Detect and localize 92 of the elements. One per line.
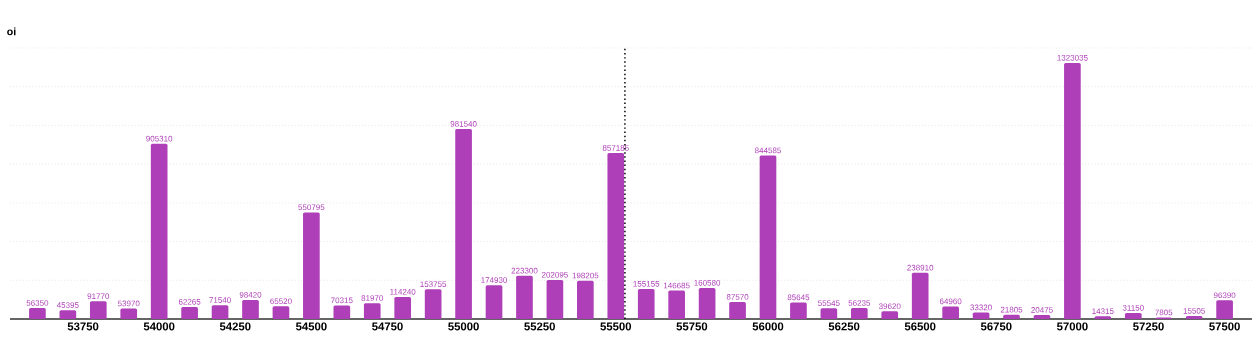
x-tick-label: 55250 [524, 322, 555, 331]
data-label: 21805 [1000, 306, 1023, 313]
bar [242, 299, 259, 319]
bar [485, 285, 503, 319]
bar [272, 306, 290, 319]
data-label: 64960 [939, 298, 962, 305]
bar [1064, 62, 1081, 319]
bar [668, 290, 685, 319]
bar [150, 143, 168, 319]
x-tick-label: 54750 [372, 322, 403, 331]
bar [911, 272, 929, 319]
x-tick-label: 57250 [1133, 322, 1164, 331]
bar [942, 306, 959, 319]
data-label: 96390 [1213, 292, 1236, 299]
bar [363, 303, 381, 319]
data-label: 33320 [970, 304, 992, 311]
data-label: 31150 [1122, 305, 1144, 311]
x-tick-label: 57500 [1209, 322, 1240, 331]
x-tick-label: 54500 [295, 322, 327, 331]
data-label: 174930 [481, 277, 508, 283]
bar [759, 155, 777, 319]
data-label: 85645 [787, 294, 810, 301]
bar [120, 308, 138, 319]
bar [698, 287, 716, 319]
data-label: 146685 [663, 282, 690, 289]
x-tick-label: 53750 [67, 322, 99, 331]
data-label: 198205 [572, 272, 599, 279]
bar [516, 275, 533, 319]
data-label: 56235 [848, 300, 871, 306]
y-axis-title: oi [7, 27, 16, 36]
data-label: 550795 [298, 204, 325, 211]
bar [303, 212, 320, 319]
bar [577, 280, 594, 319]
x-tick-label: 54000 [143, 322, 175, 331]
bar [29, 308, 46, 319]
bar [394, 296, 412, 319]
data-label: 71540 [209, 297, 231, 303]
data-label: 81970 [361, 295, 384, 301]
data-label: 65520 [270, 298, 292, 305]
bar [607, 153, 625, 319]
bar [1124, 312, 1142, 319]
data-label: 15505 [1183, 308, 1205, 314]
x-tick-label: 56750 [980, 322, 1012, 331]
bar [820, 308, 838, 319]
data-label: 39620 [878, 303, 901, 310]
data-label: 155155 [633, 281, 660, 287]
x-tick-label: 55500 [600, 322, 632, 331]
x-tick-label: 54250 [219, 322, 251, 331]
data-label: 981540 [450, 121, 477, 127]
data-label: 87570 [726, 294, 749, 300]
bar [181, 306, 198, 319]
bar [972, 312, 990, 319]
data-label: 844585 [755, 147, 781, 154]
bar [1216, 300, 1233, 319]
data-label: 20475 [1031, 307, 1053, 313]
x-tick-label: 56250 [828, 322, 860, 331]
bar [790, 302, 807, 319]
data-label: 14315 [1092, 308, 1114, 314]
data-label: 160580 [694, 279, 721, 286]
data-label: 45395 [56, 302, 79, 308]
data-label: 905310 [146, 135, 173, 142]
data-label: 62265 [178, 299, 201, 305]
data-label: 7805 [1155, 309, 1173, 316]
data-label: 55545 [818, 300, 840, 306]
x-tick-label: 55750 [676, 322, 708, 331]
bar [424, 289, 442, 319]
bar [59, 310, 77, 319]
data-label: 223300 [511, 267, 538, 274]
data-label: 56350 [26, 300, 49, 306]
data-label: 153755 [420, 281, 447, 287]
data-label: 53970 [117, 300, 140, 307]
data-label: 238910 [907, 264, 934, 271]
data-label: 98420 [239, 292, 262, 298]
data-label: 857185 [602, 145, 629, 151]
x-tick-label: 56500 [904, 322, 936, 331]
data-label: 70315 [331, 297, 353, 304]
bar [546, 279, 564, 319]
x-tick-label: 55000 [448, 322, 479, 331]
bar [89, 301, 107, 319]
bar [729, 302, 746, 319]
bar [881, 311, 899, 319]
data-label: 1323035 [1057, 54, 1088, 61]
bar [211, 305, 229, 319]
bar [850, 308, 868, 319]
x-tick-label: 57000 [1057, 322, 1088, 331]
bar [455, 129, 472, 319]
data-label: 114240 [390, 288, 416, 295]
bar [637, 288, 655, 319]
bar [333, 305, 351, 319]
data-label: 91770 [87, 293, 110, 299]
x-tick-label: 56000 [752, 322, 784, 331]
data-label: 202095 [541, 271, 568, 278]
